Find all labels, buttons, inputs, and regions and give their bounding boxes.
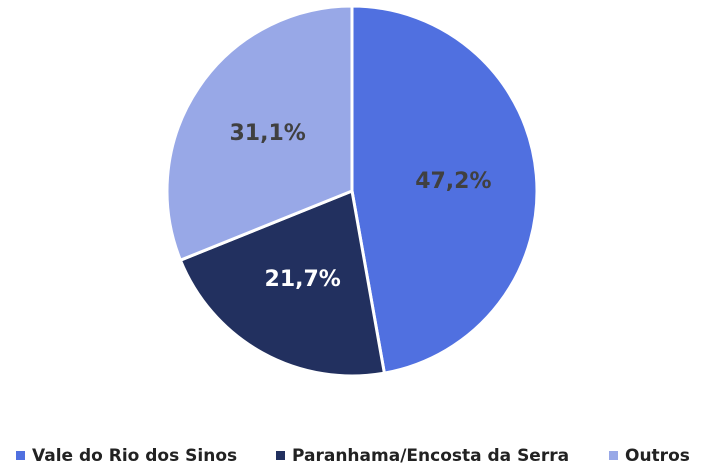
pie-slice [165,4,354,263]
legend-swatch [609,451,618,460]
legend-swatch [276,451,285,460]
data-label: 47,2% [415,169,491,194]
legend-swatch [16,451,25,460]
legend-label: Paranhama/Encosta da Serra [292,446,569,466]
legend-label: Vale do Rio dos Sinos [32,446,237,466]
legend-label: Outros [625,446,690,466]
data-label: 31,1% [230,121,306,146]
data-label: 21,7% [265,267,341,292]
pie-slice [178,188,387,378]
pie-slice [350,4,539,375]
